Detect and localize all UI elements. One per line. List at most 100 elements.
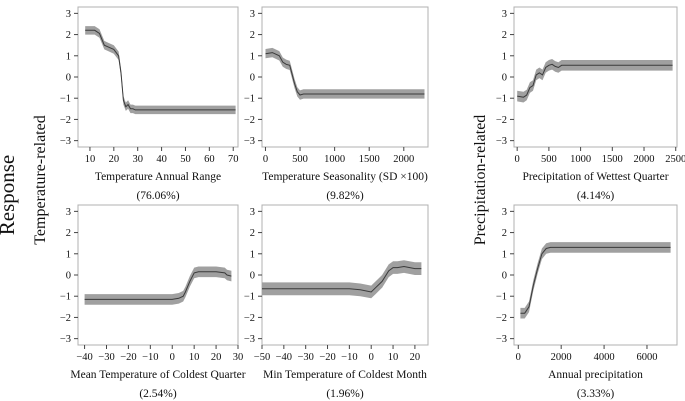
x-axis-label: Precipitation of Wettest Quarter [522,171,668,183]
y-tick-label: −3 [244,334,255,345]
x-tick-label: 1500 [359,154,380,165]
y-tick-label: 2 [66,228,71,239]
x-tick-label: 1000 [570,154,591,165]
y-tick-label: −1 [496,292,507,303]
y-tick-label: −3 [496,136,507,147]
x-tick-label: 2500 [665,154,685,165]
y-tick-label: 2 [250,228,255,239]
y-tick-label: −1 [496,94,507,105]
x-tick-label: −40 [276,352,292,363]
response-line [262,265,422,293]
y-tick-label: −1 [244,94,255,105]
y-tick-label: 1 [250,249,255,260]
contribution-label: (1.96%) [326,388,364,400]
x-tick-label: 4000 [594,352,615,363]
confidence-band [262,260,422,299]
x-tick-label: 0 [263,154,268,165]
group-label-temperature: Temperature-related [32,115,49,244]
y-tick-label: 1 [66,51,71,62]
response-line [520,246,671,314]
contribution-label: (9.82%) [326,190,364,202]
x-axis-label: Min Temperature of Coldest Month [263,369,427,381]
x-tick-label: 0 [516,352,521,363]
plot-frame [261,204,429,346]
x-tick-label: 500 [292,154,308,165]
panel-temperature-annual-range: −3 −2 −1 0 1 2 3 10 20 30 40 50 60 70 Temperature Annu… [60,6,239,202]
x-tick-label: 60 [204,154,215,165]
x-tick-label: 2000 [634,154,655,165]
y-tick-label: −3 [244,136,255,147]
y-tick-label: 2 [502,228,507,239]
y-tick-label: 0 [250,73,255,84]
contribution-label: (3.33%) [577,388,615,400]
confidence-band [84,266,232,305]
x-axis-label: Mean Temperature of Coldest Quarter [70,369,245,381]
y-tick-label: −3 [60,334,71,345]
y-tick-label: 2 [250,30,255,41]
y-tick-label: 2 [66,30,71,41]
contribution-label: (76.06%) [136,190,179,202]
x-tick-label: 50 [180,154,191,165]
x-tick-label: 20 [410,352,421,363]
x-tick-label: 500 [541,154,557,165]
y-tick-label: −2 [60,115,71,126]
y-tick-label: 1 [66,249,71,260]
y-tick-label: 3 [250,207,255,218]
y-tick-label: −2 [244,313,255,324]
y-tick-label: −2 [496,313,507,324]
y-tick-label: 0 [502,271,507,282]
x-tick-label: −10 [142,352,158,363]
y-tick-label: 3 [66,207,71,218]
x-tick-label: 1500 [602,154,623,165]
y-tick-label: −1 [244,292,255,303]
y-tick-label: 0 [250,271,255,282]
y-tick-label: 3 [250,9,255,20]
contribution-label: (2.54%) [139,388,177,400]
plot-frame [77,6,239,148]
y-tick-label: 3 [66,9,71,20]
x-tick-label: 40 [156,154,167,165]
x-tick-label: −30 [98,352,114,363]
panel-temperature-seasonality: −3 −2 −1 0 1 2 3 0 500 1000 1500 2000 Temperature Se… [244,6,429,202]
x-tick-label: 30 [233,352,244,363]
x-tick-label: −20 [120,352,136,363]
x-tick-label: 30 [132,154,143,165]
confidence-band [265,47,425,100]
x-tick-label: 2000 [393,154,414,165]
x-tick-label: −50 [254,352,270,363]
response-label: Response [0,155,19,236]
x-tick-label: 6000 [636,352,657,363]
response-line [517,63,673,98]
x-tick-label: 0 [369,352,374,363]
y-tick-label: 3 [502,9,507,20]
y-tick-label: 0 [66,271,71,282]
y-tick-label: −2 [244,115,255,126]
panel-annual-precipitation: −3 −2 −1 0 1 2 3 0 2000 4000 6000 Annual precipitat… [496,204,678,400]
y-tick-label: 2 [502,30,507,41]
x-tick-label: −10 [341,352,357,363]
x-tick-label: 1000 [324,154,345,165]
y-tick-label: 1 [502,51,507,62]
x-tick-label: 0 [515,154,520,165]
plot-frame [261,6,429,148]
y-tick-label: 0 [66,73,71,84]
confidence-band [520,242,671,319]
x-axis-label: Temperature Annual Range [95,171,221,183]
y-tick-label: 3 [502,207,507,218]
y-tick-label: 1 [250,51,255,62]
y-tick-label: −3 [60,136,71,147]
x-tick-label: −20 [319,352,335,363]
x-tick-label: 0 [170,352,175,363]
x-tick-label: 10 [189,352,200,363]
y-tick-label: −2 [496,115,507,126]
x-tick-label: 70 [228,154,239,165]
x-axis-label: Temperature Seasonality (SD ×100) [262,171,428,183]
y-tick-label: −2 [60,313,71,324]
x-tick-label: 2000 [551,352,572,363]
x-tick-label: −30 [297,352,313,363]
x-tick-label: −40 [76,352,92,363]
group-label-precipitation: Precipitation-related [472,115,489,246]
x-axis-label: Annual precipitation [548,369,643,381]
